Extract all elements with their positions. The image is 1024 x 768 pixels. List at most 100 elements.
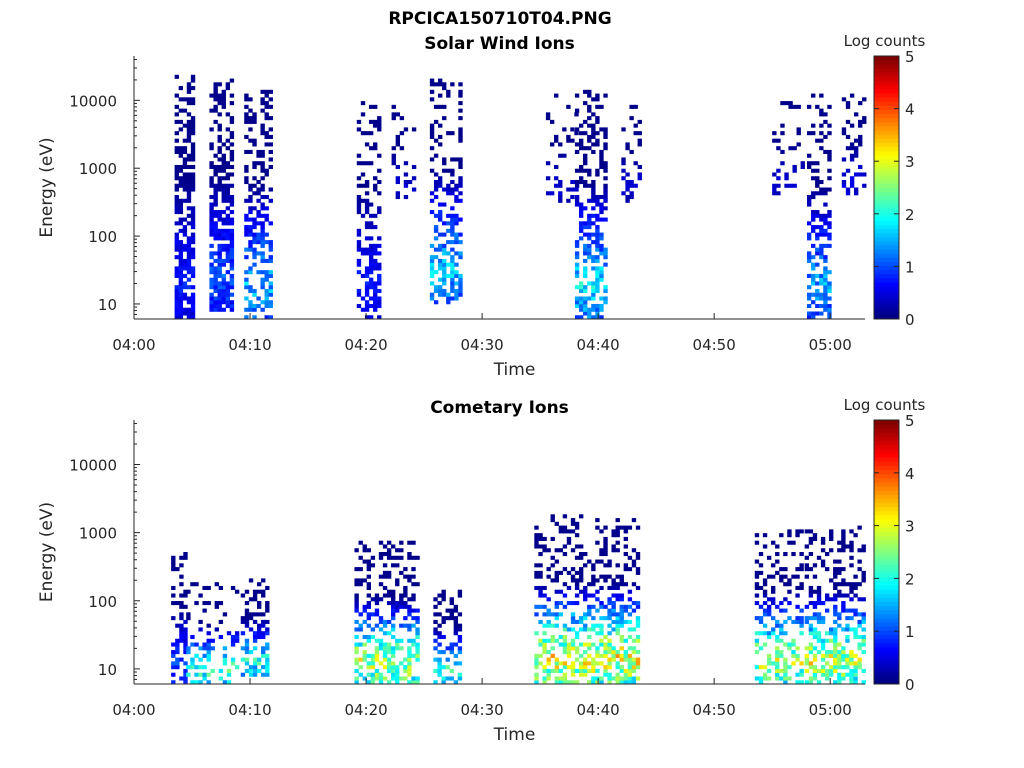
heatmap-cell [595, 650, 600, 655]
colorbar-swatch [874, 162, 899, 168]
heatmap-cell [574, 680, 580, 685]
heatmap-cell [186, 311, 192, 316]
heatmap-cell [244, 213, 249, 218]
heatmap-cell [574, 631, 580, 636]
heatmap-cell [827, 315, 832, 320]
heatmap-cell [853, 172, 859, 177]
heatmap-cell [248, 206, 253, 211]
heatmap-cell [382, 619, 388, 624]
heatmap-cell [827, 210, 832, 215]
heatmap-cell [265, 608, 270, 613]
colorbar-tick-label: 4 [905, 101, 915, 119]
heatmap-cell [824, 608, 830, 613]
heatmap-cell [178, 300, 184, 305]
heatmap-cell [841, 179, 847, 185]
heatmap-cell [368, 225, 374, 230]
heatmap-cell [209, 93, 214, 98]
colorbar-swatch [874, 605, 899, 611]
heatmap-cell [182, 183, 188, 188]
heatmap-cell [366, 672, 371, 677]
heatmap-cell [213, 281, 218, 286]
heatmap-cell [179, 616, 184, 621]
heatmap-cell [833, 608, 838, 613]
heatmap-cell [264, 134, 269, 139]
heatmap-cell [190, 255, 196, 260]
heatmap-cell [229, 303, 235, 309]
heatmap-cell [252, 657, 258, 662]
heatmap-cell [229, 134, 235, 139]
heatmap-cell [229, 292, 235, 297]
heatmap-cell [599, 277, 604, 282]
colorbar-swatch [874, 490, 899, 495]
heatmap-cell [591, 142, 596, 147]
heatmap-cell [411, 540, 416, 545]
heatmap-cell [583, 285, 588, 290]
heatmap-cell [186, 270, 192, 275]
heatmap-cell [221, 307, 226, 312]
heatmap-cell [179, 627, 184, 632]
heatmap-cell [399, 604, 404, 609]
heatmap-cell [599, 104, 604, 109]
heatmap-cell [799, 608, 804, 613]
heatmap-cell [558, 142, 563, 147]
heatmap-cell [578, 228, 584, 233]
heatmap-cell [364, 270, 370, 275]
heatmap-cell [366, 559, 371, 564]
heatmap-cell [407, 604, 412, 609]
heatmap-cell [562, 646, 568, 651]
colorbar-swatch [874, 675, 899, 681]
heatmap-cell [178, 168, 184, 173]
heatmap-cell [174, 202, 179, 207]
heatmap-cell [566, 650, 572, 655]
heatmap-cell [360, 251, 366, 256]
heatmap-cell [570, 567, 576, 572]
heatmap-cell [261, 672, 266, 677]
heatmap-cell [202, 672, 207, 677]
heatmap-cell [190, 296, 196, 301]
heatmap-cell [438, 179, 443, 185]
colorbar-tick-label: 3 [905, 153, 915, 171]
heatmap-cell [815, 281, 820, 286]
heatmap-cell [450, 82, 455, 87]
heatmap-cell [395, 642, 400, 647]
heatmap-cell [395, 646, 400, 651]
heatmap-cell [190, 142, 196, 147]
heatmap-cell [776, 138, 781, 143]
heatmap-cell [433, 619, 438, 624]
heatmap-cell [438, 285, 443, 290]
heatmap-cell [587, 172, 592, 177]
heatmap-cell [171, 661, 176, 666]
heatmap-cell [849, 548, 854, 553]
heatmap-cell [603, 552, 608, 557]
heatmap-cell [438, 213, 443, 218]
heatmap-cell [615, 593, 620, 598]
heatmap-cell [209, 127, 214, 132]
heatmap-cell [458, 108, 463, 113]
heatmap-cell [754, 574, 760, 579]
heatmap-cell [458, 255, 463, 260]
heatmap-cell [599, 243, 604, 248]
heatmap-cell [599, 680, 604, 685]
heatmap-cell [433, 247, 439, 252]
heatmap-cell [578, 202, 584, 207]
heatmap-cell [595, 518, 600, 523]
heatmap-cell [457, 627, 463, 632]
heatmap-cell [186, 183, 192, 188]
heatmap-cell [550, 638, 555, 643]
heatmap-cell [779, 623, 784, 628]
colorbar-tick-label: 3 [905, 518, 915, 536]
heatmap-cell [411, 623, 416, 628]
heatmap-cell [182, 157, 188, 162]
heatmap-cell [457, 634, 463, 640]
heatmap-cell [837, 623, 842, 628]
heatmap-cell [391, 157, 396, 162]
heatmap-cell [265, 604, 270, 609]
heatmap-cell [619, 634, 624, 640]
heatmap-cell [574, 255, 580, 260]
heatmap-cell [429, 157, 435, 162]
heatmap-cell [578, 164, 584, 170]
heatmap-cell [591, 582, 596, 587]
heatmap-cell [182, 108, 188, 113]
heatmap-cell [252, 307, 257, 312]
heatmap-cell [368, 243, 374, 248]
